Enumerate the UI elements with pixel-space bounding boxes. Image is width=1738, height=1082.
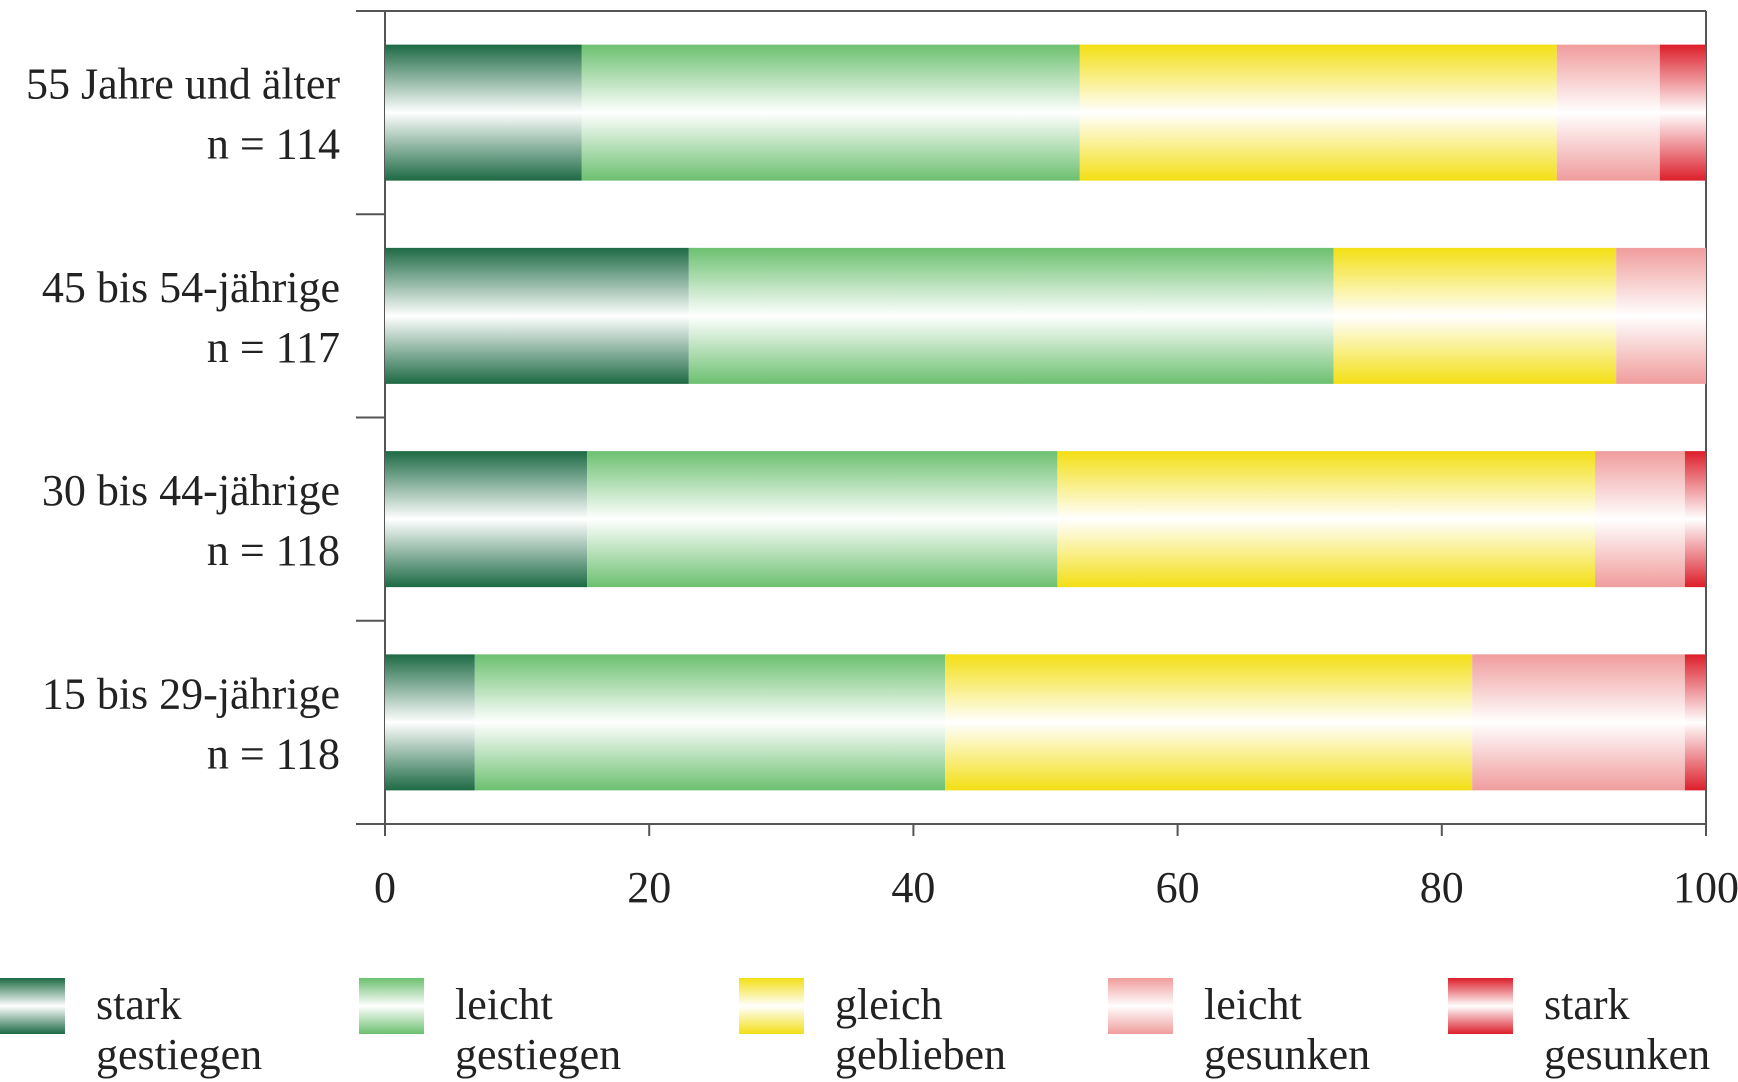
category-sublabel: n = 117	[207, 323, 340, 372]
legend-swatch	[1108, 978, 1173, 1034]
legend-label: gleich geblieben	[835, 980, 1007, 1079]
bar-segment	[474, 654, 946, 791]
bar-segment	[581, 44, 1080, 181]
bar-segment	[385, 451, 588, 588]
category-sublabel: n = 114	[207, 120, 340, 169]
legend-swatch	[739, 978, 804, 1034]
x-tick-label: 60	[1156, 863, 1200, 912]
category-label: 45 bis 54-jährige	[42, 263, 340, 312]
bar-segment	[1472, 654, 1685, 791]
bar-segment	[1057, 451, 1596, 588]
legend-label: leicht gestiegen	[455, 980, 622, 1079]
bar-segment	[1556, 44, 1660, 181]
bar-segment	[1684, 654, 1706, 791]
category-sublabel: n = 118	[207, 526, 340, 575]
bar-segment	[1079, 44, 1557, 181]
bar-segment	[1684, 451, 1706, 588]
bar-segment	[1659, 44, 1706, 181]
x-tick-label: 20	[627, 863, 671, 912]
bar-segment	[688, 247, 1334, 384]
legend-label: stark gestiegen	[96, 980, 263, 1079]
bar-segment	[385, 44, 582, 181]
bar-segment	[385, 247, 689, 384]
x-tick-label: 80	[1420, 863, 1464, 912]
legend-swatch	[1448, 978, 1513, 1034]
x-tick-label: 40	[891, 863, 935, 912]
category-label: 15 bis 29-jährige	[42, 669, 340, 718]
bar-segment	[587, 451, 1058, 588]
legend-swatch	[0, 978, 65, 1034]
category-sublabel: n = 118	[207, 729, 340, 778]
bar-segment	[1333, 247, 1617, 384]
category-label: 30 bis 44-jährige	[42, 466, 340, 515]
bar-segment	[385, 654, 475, 791]
x-tick-label: 100	[1673, 863, 1738, 912]
legend-label: stark gesunken	[1544, 980, 1711, 1079]
legend-label: leicht gesunken	[1204, 980, 1371, 1079]
x-tick-label: 0	[374, 863, 396, 912]
bar-segment	[1616, 247, 1706, 384]
bar-segment	[945, 654, 1473, 791]
category-label: 55 Jahre und älter	[26, 60, 340, 109]
bar-segment	[1595, 451, 1685, 588]
legend-swatch	[359, 978, 424, 1034]
